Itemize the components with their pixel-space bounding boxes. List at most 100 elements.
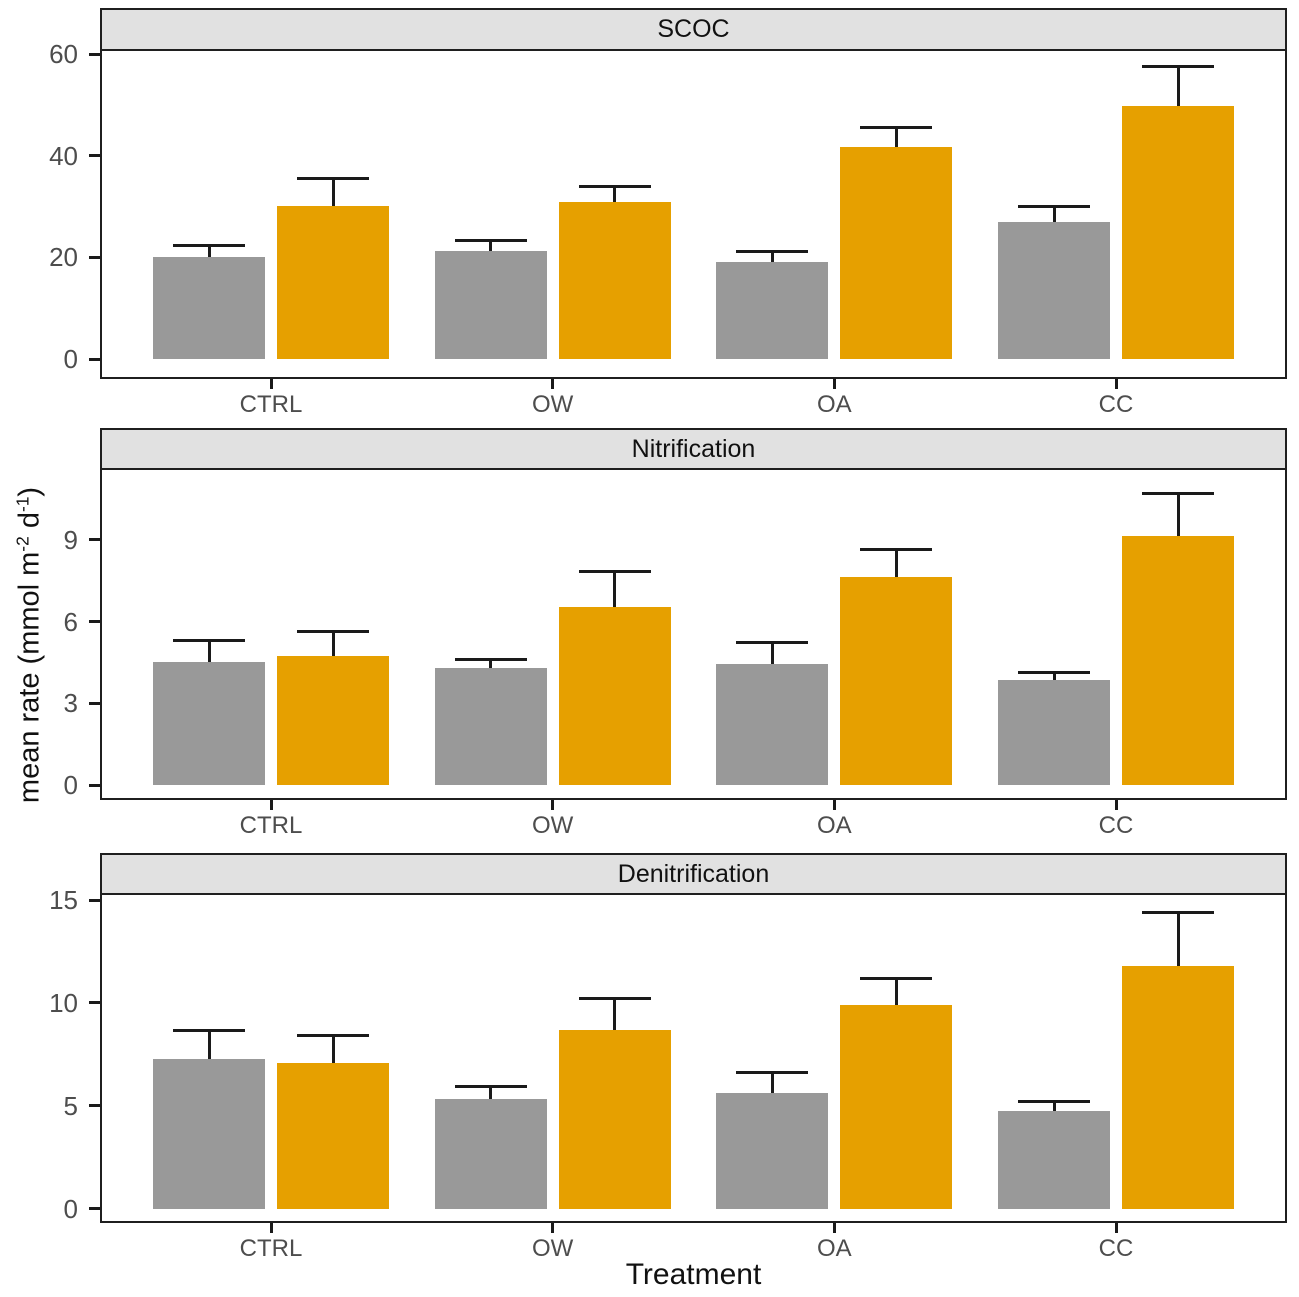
error-bar-stem	[207, 245, 211, 258]
bar-orange-CC	[1122, 965, 1234, 1209]
y-tick-mark	[89, 255, 100, 259]
error-bar-stem	[207, 1030, 211, 1059]
y-tick-mark	[89, 620, 100, 624]
x-tick-label: OW	[531, 1235, 574, 1262]
error-bar-stem	[770, 1072, 774, 1094]
x-tick-mark	[832, 800, 836, 810]
error-bar-stem	[613, 571, 617, 607]
y-tick-mark	[89, 1001, 100, 1005]
error-bar-stem	[489, 1086, 493, 1099]
error-bar-stem	[770, 642, 774, 664]
bar-grey-OA	[716, 261, 829, 360]
plot-panel-scoc: 0 20 40 60 CTRL OW OA CC	[49, 39, 1287, 418]
error-bar-cap	[736, 640, 809, 644]
y-tick-mark	[89, 52, 100, 56]
error-bar-stem	[1052, 1101, 1056, 1111]
y-tick-mark	[89, 898, 100, 902]
y-tick-mark	[89, 1207, 100, 1211]
error-bar-cap	[454, 1084, 527, 1088]
y-tick-mark	[89, 701, 100, 705]
error-bar-cap	[736, 249, 809, 253]
bar-orange-OW	[558, 606, 671, 786]
y-tick-mark	[89, 538, 100, 542]
error-bar-cap	[860, 976, 933, 980]
x-tick-mark	[269, 1223, 273, 1233]
bar-grey-CC	[998, 222, 1110, 360]
x-tick-label: CC	[1098, 812, 1134, 839]
error-bar-stem	[894, 549, 898, 577]
error-bar-cap	[1142, 491, 1214, 495]
bar-orange-CTRL	[277, 1062, 389, 1209]
x-tick-mark	[269, 379, 273, 389]
x-tick-mark	[1114, 1223, 1118, 1233]
bar-orange-OA	[840, 147, 953, 360]
y-tick-label: 6	[63, 606, 78, 637]
x-tick-mark	[1114, 800, 1118, 810]
y-tick-label: 15	[49, 885, 78, 916]
error-bar-cap	[454, 658, 527, 662]
facet-strip-denitrification: Denitrification	[100, 853, 1287, 895]
bar-orange-CTRL	[277, 655, 389, 786]
error-bar-cap	[297, 629, 369, 633]
x-tick-label: OW	[531, 391, 574, 418]
bar-orange-OW	[558, 1029, 671, 1209]
error-bar-stem	[894, 978, 898, 1006]
bar-grey-CTRL	[153, 662, 265, 786]
error-bar-cap	[297, 1034, 369, 1038]
error-bar-cap	[297, 177, 369, 181]
plot-panel-nitrification: 0 3 6 9 CTRL OW OA CC	[64, 468, 1287, 839]
error-bar-cap	[736, 1071, 809, 1075]
y-tick-label: 10	[49, 987, 78, 1018]
bar-orange-CC	[1122, 535, 1234, 786]
y-axis-title-segment: mean rate (mmol m	[13, 551, 46, 804]
bar-grey-CTRL	[153, 1058, 265, 1209]
error-bar-cap	[860, 547, 933, 551]
bar-orange-OA	[840, 1005, 953, 1209]
y-tick-label: 5	[63, 1090, 78, 1121]
y-tick-label: 40	[49, 140, 78, 171]
bar-grey-CC	[998, 1110, 1110, 1209]
y-tick-mark	[89, 1104, 100, 1108]
y-tick-label: 0	[63, 344, 78, 375]
x-tick-mark	[832, 379, 836, 389]
error-bar-stem	[613, 186, 617, 202]
y-axis-title-superscript: -1	[12, 496, 33, 513]
plot-panel-denitrification: 0 5 10 15 CTRL OW OA CC	[49, 885, 1287, 1262]
error-bar-stem	[489, 240, 493, 252]
error-bar-stem	[1052, 206, 1056, 223]
x-axis-title: Treatment	[625, 1258, 762, 1291]
error-bar-stem	[331, 178, 335, 206]
y-tick-mark	[89, 154, 100, 158]
bar-grey-OA	[716, 663, 829, 786]
error-bar-cap	[173, 1029, 245, 1033]
error-bar-cap	[1142, 65, 1214, 69]
x-tick-label: OW	[531, 812, 574, 839]
error-bar-cap	[454, 238, 527, 242]
error-bar-cap	[860, 126, 933, 130]
error-bar-cap	[1018, 1100, 1090, 1104]
x-tick-mark	[551, 800, 555, 810]
facet-strip-scoc: SCOC	[100, 8, 1287, 51]
y-tick-label: 60	[49, 39, 78, 70]
x-tick-mark	[551, 379, 555, 389]
error-bar-stem	[770, 251, 774, 262]
x-tick-label: OA	[816, 1235, 852, 1262]
error-bar-cap	[1018, 670, 1090, 674]
x-tick-mark	[1114, 379, 1118, 389]
bar-orange-CTRL	[277, 205, 389, 360]
bar-grey-OW	[434, 1098, 547, 1209]
error-bar-stem	[207, 640, 211, 663]
y-tick-label: 0	[63, 770, 78, 801]
error-bar-stem	[1176, 66, 1180, 106]
bar-grey-CC	[998, 680, 1110, 786]
bar-grey-CTRL	[153, 257, 265, 360]
y-tick-mark	[89, 783, 100, 787]
error-bar-stem	[894, 127, 898, 148]
y-tick-label: 3	[63, 688, 78, 719]
x-tick-label: OA	[816, 812, 852, 839]
error-bar-cap	[578, 997, 651, 1001]
bar-grey-OW	[434, 251, 547, 360]
facet-title: Denitrification	[617, 859, 770, 888]
x-tick-mark	[832, 1223, 836, 1233]
